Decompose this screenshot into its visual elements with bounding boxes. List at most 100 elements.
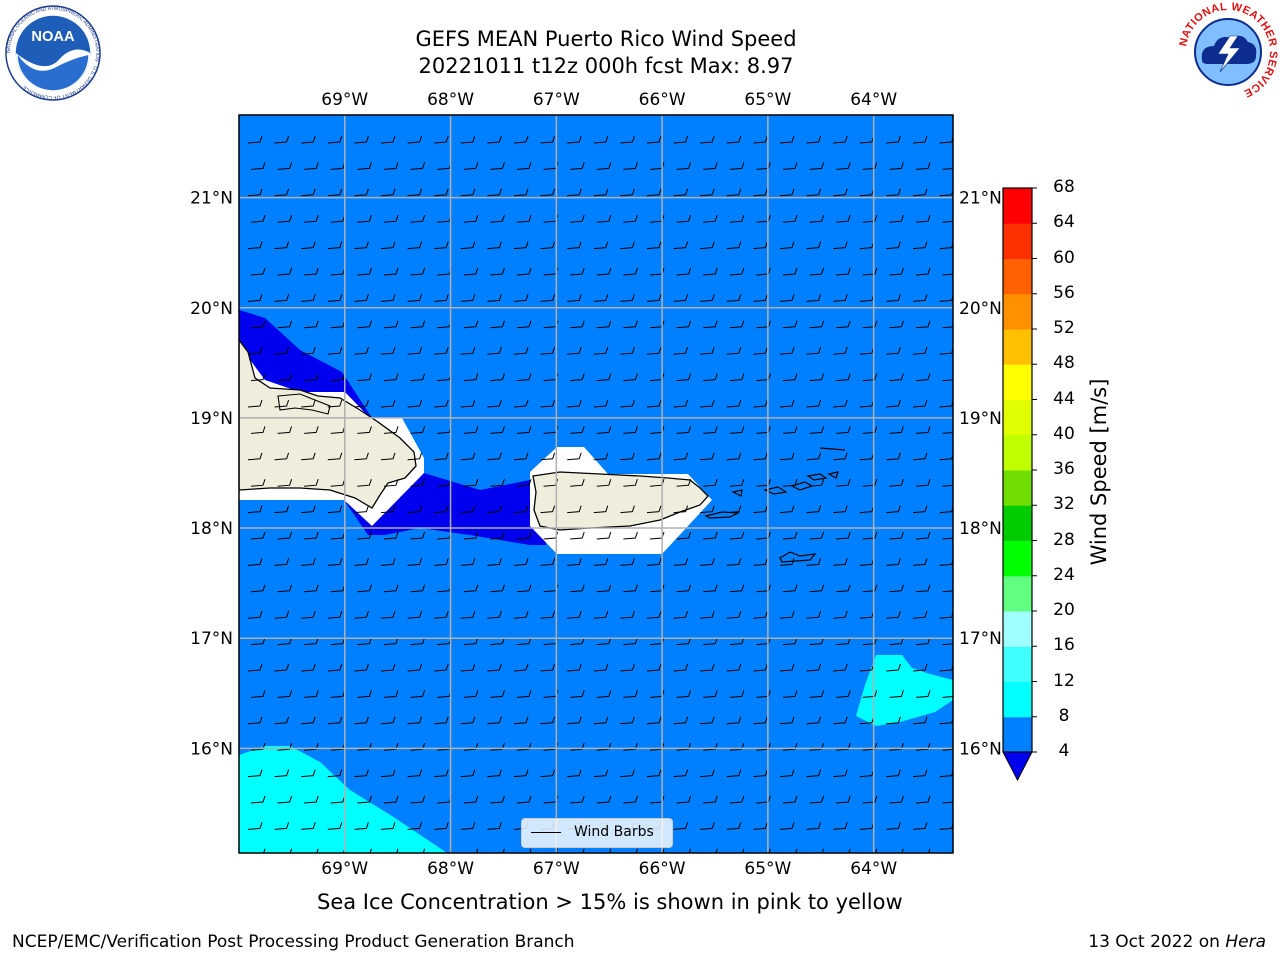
wind-barb [460, 505, 476, 514]
wind-barb [676, 267, 692, 276]
wind-barb [726, 769, 742, 778]
wind-barb [407, 716, 423, 725]
wind-barb [623, 690, 638, 698]
wind-barb [247, 188, 263, 197]
wind-barb [782, 584, 798, 593]
wind-barb [673, 505, 689, 514]
wind-barb [516, 637, 532, 646]
wind-barb [703, 795, 718, 804]
wind-barb [806, 822, 822, 830]
wind-barb [915, 743, 931, 751]
wind-barb [729, 584, 745, 593]
wind-barb [942, 696, 953, 698]
wind-barb [490, 215, 505, 223]
wind-barb [700, 294, 715, 302]
wind-barb [901, 848, 904, 853]
wind-barb [487, 135, 502, 144]
wind-barb [700, 241, 715, 250]
wind-barb [516, 479, 532, 487]
wind-barb [593, 611, 609, 619]
wind-barb [593, 663, 609, 672]
wind-barb [593, 399, 609, 408]
wind-barb [250, 637, 266, 646]
wind-barb [886, 822, 901, 830]
wind-barb [247, 452, 263, 461]
wind-barb [862, 215, 878, 223]
wind-barb [487, 241, 502, 250]
wind-barb [912, 241, 928, 250]
wind-barb [380, 347, 396, 355]
wind-barb [513, 188, 529, 197]
wind-barb [463, 795, 479, 804]
colorbar-tick-label: 44 [1053, 388, 1075, 409]
colorbar-tick-label: 32 [1053, 494, 1075, 515]
wind-barb [620, 188, 635, 197]
wind-barb [753, 399, 768, 408]
wind-barb [848, 848, 851, 853]
wind-barb [354, 505, 369, 514]
wind-barb [380, 663, 396, 672]
lat-tick-left: 21°N [190, 189, 233, 209]
wind-barb [301, 611, 316, 619]
wind-barb [250, 215, 266, 223]
wind-barb [463, 690, 479, 698]
wind-barb [593, 241, 609, 250]
wind-barb [540, 347, 556, 355]
lat-tick-left: 17°N [190, 629, 233, 649]
wind-barb [782, 479, 798, 487]
wind-barb [490, 690, 505, 698]
wind-barb [726, 452, 742, 461]
wind-barb [540, 399, 556, 408]
wind-barb [357, 320, 372, 329]
wind-barb [407, 505, 423, 514]
wind-barb [513, 769, 529, 778]
wind-barb [304, 426, 319, 434]
wind-barb [703, 373, 718, 382]
wind-barb [247, 769, 263, 778]
wind-barb [407, 769, 423, 778]
wind-barb [570, 320, 585, 329]
colorbar-tick-label: 4 [1058, 741, 1070, 761]
wind-barb [516, 162, 532, 170]
wind-barb [753, 663, 768, 672]
wind-barb [886, 399, 901, 408]
wind-barb [434, 611, 449, 619]
wind-barb [942, 432, 953, 434]
wind-barb [915, 373, 931, 382]
wind-barb [380, 452, 396, 461]
footer-date: 13 Oct 2022 on Hera [1088, 932, 1266, 952]
wind-barb [540, 769, 556, 778]
wind-barb [833, 188, 848, 197]
wind-barb [889, 690, 904, 698]
colorbar-swatch [1003, 188, 1032, 224]
wind-barb [327, 399, 343, 408]
wind-barb [570, 637, 585, 646]
wind-barb [779, 294, 795, 302]
wind-barb [886, 452, 901, 461]
wind-barb [806, 399, 822, 408]
wind-barb [623, 426, 638, 434]
wind-barb [806, 716, 822, 725]
wind-barb [753, 716, 768, 725]
wind-barb [862, 531, 878, 540]
wind-barb [779, 241, 795, 250]
wind-barb [274, 558, 290, 566]
wind-barb [410, 373, 426, 382]
wind-barb [487, 822, 502, 830]
wind-barb [833, 769, 848, 778]
wind-barb [410, 637, 426, 646]
wind-barb [460, 241, 476, 250]
wind-barb [700, 135, 715, 144]
wind-barb [942, 801, 953, 804]
wind-barb [567, 505, 582, 514]
wind-barb [570, 426, 585, 434]
wind-barb [567, 558, 582, 566]
wind-barb [779, 347, 795, 355]
wind-barb [862, 426, 878, 434]
wind-barb [889, 584, 904, 593]
wind-barb [250, 267, 266, 276]
wind-barb [673, 135, 689, 144]
colorbar-tick-label: 8 [1058, 705, 1070, 726]
wind-barb [357, 637, 372, 646]
wind-barb [809, 690, 825, 698]
